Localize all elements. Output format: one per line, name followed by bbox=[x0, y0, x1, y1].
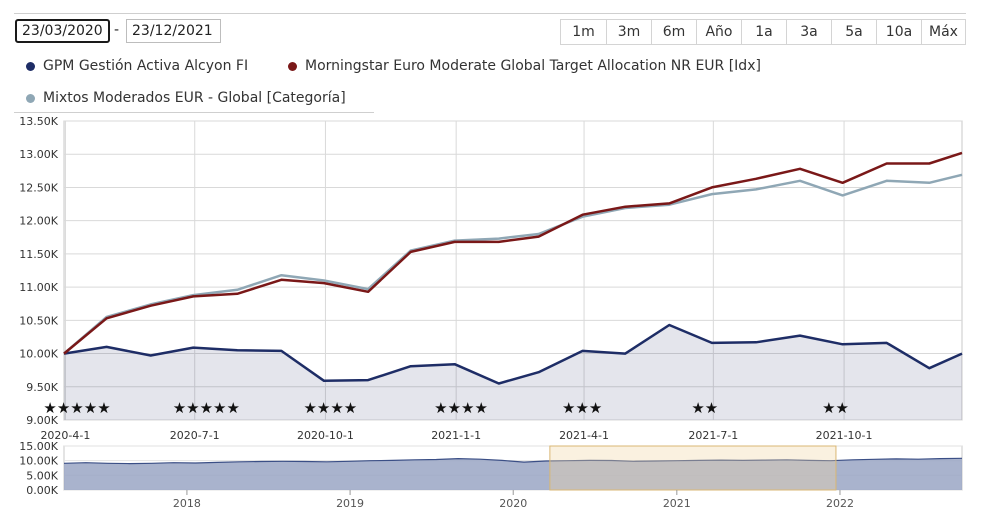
rating-stars: ★★ bbox=[691, 399, 718, 417]
legend-item-category[interactable]: Mixtos Moderados EUR - Global [Categoría… bbox=[26, 90, 346, 106]
range-5y-button[interactable]: 5a bbox=[831, 20, 876, 44]
y-tick-label: 10.50K bbox=[19, 314, 58, 327]
date-to-input[interactable]: 23/12/2021 bbox=[126, 19, 221, 43]
date-separator: - bbox=[114, 22, 120, 38]
series-line-fund bbox=[63, 323, 963, 385]
x-tick-label: 2020-10-1 bbox=[297, 429, 354, 442]
legend-marker-index bbox=[288, 61, 297, 71]
x-tick-label: 2021-4-1 bbox=[559, 429, 609, 442]
range-6m-button[interactable]: 6m bbox=[651, 20, 696, 44]
range-10y-button[interactable]: 10a bbox=[876, 20, 921, 44]
legend-marker-fund bbox=[26, 61, 35, 71]
legend-item-index[interactable]: Morningstar Euro Moderate Global Target … bbox=[288, 58, 761, 74]
range-ytd-button[interactable]: Año bbox=[696, 20, 741, 44]
series-line-category bbox=[63, 173, 963, 355]
performance-chart: 9.00K 9.50K 10.00K 10.50K 11.00K 11.50K 12.00K… bbox=[19, 115, 963, 442]
y-tick-label: 12.50K bbox=[19, 181, 58, 194]
rating-stars: ★★★★★ bbox=[173, 399, 240, 417]
x-tick-label: 2021-1-1 bbox=[431, 429, 481, 442]
range-1m-button[interactable]: 1m bbox=[561, 20, 606, 44]
nav-y-tick-label: 15.00K bbox=[19, 440, 58, 453]
top-divider bbox=[14, 13, 966, 14]
navigator-selection bbox=[549, 445, 837, 491]
range-1y-button[interactable]: 1a bbox=[741, 20, 786, 44]
navigator-series-line bbox=[63, 457, 963, 465]
range-3y-button[interactable]: 3a bbox=[786, 20, 831, 44]
nav-x-tick-label: 2022 bbox=[826, 497, 854, 510]
x-tick-label: 2021-7-1 bbox=[688, 429, 738, 442]
nav-x-tick-label: 2021 bbox=[663, 497, 691, 510]
x-tick-label: 2020-7-1 bbox=[170, 429, 220, 442]
navigator-series-area bbox=[64, 458, 962, 490]
x-tick-label: 2020-4-1 bbox=[40, 429, 90, 442]
y-tick-label: 12.00K bbox=[19, 215, 58, 228]
nav-x-tick-label: 2018 bbox=[173, 497, 201, 510]
nav-y-tick-label: 5.00K bbox=[26, 469, 58, 482]
y-tick-label: 11.50K bbox=[19, 248, 58, 261]
x-tick-label: 2021-10-1 bbox=[816, 429, 873, 442]
y-tick-label: 11.00K bbox=[19, 281, 58, 294]
range-selector: 1m 3m 6m Año 1a 3a 5a 10a Máx bbox=[560, 19, 966, 45]
legend-label-category: Mixtos Moderados EUR - Global [Categoría… bbox=[43, 90, 346, 106]
y-tick-label: 13.50K bbox=[19, 115, 58, 128]
nav-y-tick-label: 0.00K bbox=[26, 484, 58, 497]
nav-x-tick-label: 2019 bbox=[336, 497, 364, 510]
plot-area bbox=[63, 120, 963, 421]
rating-stars: ★★★★ bbox=[434, 399, 488, 417]
legend-label-fund: GPM Gestión Activa Alcyon FI bbox=[43, 58, 249, 74]
range-3m-button[interactable]: 3m bbox=[606, 20, 651, 44]
rating-stars: ★★★ bbox=[562, 399, 602, 417]
y-tick-label: 9.50K bbox=[26, 381, 58, 394]
legend-marker-category bbox=[26, 93, 35, 103]
legend-item-fund[interactable]: GPM Gestión Activa Alcyon FI bbox=[26, 58, 248, 74]
nav-x-tick-label: 2020 bbox=[499, 497, 527, 510]
rating-stars: ★★★★ bbox=[303, 399, 357, 417]
y-tick-label: 13.00K bbox=[19, 148, 58, 161]
date-from-input[interactable]: 23/03/2020 bbox=[15, 19, 110, 43]
rating-stars: ★★★★★ bbox=[43, 399, 110, 417]
nav-y-tick-label: 10.00K bbox=[19, 455, 58, 468]
legend-divider bbox=[14, 112, 374, 113]
range-max-button[interactable]: Máx bbox=[921, 20, 965, 44]
y-tick-label: 10.00K bbox=[19, 348, 58, 361]
series-area-fund bbox=[64, 324, 962, 420]
series-line-index bbox=[63, 151, 963, 355]
legend-label-index: Morningstar Euro Moderate Global Target … bbox=[305, 58, 761, 74]
y-tick-label: 9.00K bbox=[26, 414, 58, 427]
rating-stars: ★★ bbox=[822, 399, 849, 417]
